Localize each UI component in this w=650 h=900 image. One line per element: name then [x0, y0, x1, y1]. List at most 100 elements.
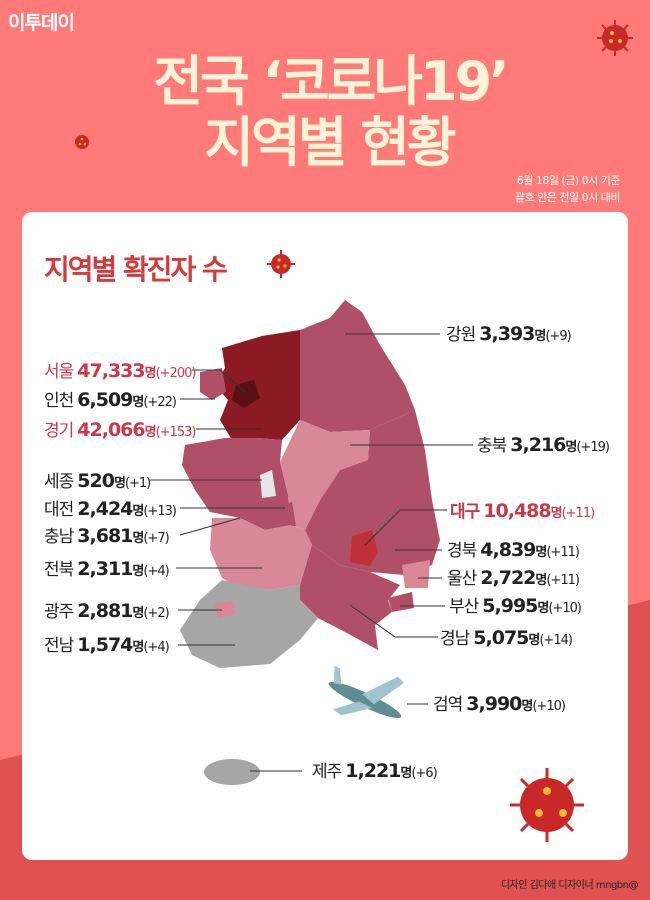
unit: 명	[537, 601, 549, 616]
region-name: 전남	[44, 636, 74, 656]
region-change: (+1)	[124, 476, 151, 491]
region-incheon	[200, 368, 226, 400]
region-gyeongnam	[300, 545, 400, 650]
region-chungbuk	[280, 420, 370, 530]
region-name: 검역	[433, 695, 463, 715]
region-name: 울산	[447, 569, 477, 589]
region-name: 인천	[44, 391, 74, 411]
unit: 명	[144, 366, 157, 381]
region-label-sejong: 세종 520명(+1)	[44, 470, 151, 495]
region-count: 2,722	[480, 567, 536, 589]
region-change: (+2)	[143, 606, 169, 621]
region-count: 520	[77, 470, 115, 492]
unit: 명	[132, 395, 144, 410]
virus-icon	[597, 20, 633, 56]
region-name: 서울	[44, 362, 74, 382]
region-label-chungnam: 충남 3,681명(+7)	[44, 525, 170, 550]
region-jeonbuk	[210, 518, 312, 590]
region-count: 3,216	[510, 434, 566, 456]
unit: 명	[400, 766, 412, 781]
leader-lines	[150, 333, 473, 772]
airplane-icon	[328, 665, 404, 719]
unit: 명	[535, 573, 547, 588]
unit: 명	[132, 504, 144, 519]
region-count: 47,333	[77, 360, 145, 382]
region-count: 4,839	[480, 539, 536, 561]
region-change: (+19)	[576, 440, 610, 455]
region-change: (+4)	[143, 640, 169, 655]
region-count: 3,681	[77, 525, 133, 547]
region-name: 경남	[440, 629, 470, 649]
region-count: 3,393	[479, 323, 535, 345]
region-change: (+13)	[143, 504, 177, 519]
region-name: 경기	[44, 421, 74, 441]
region-count: 2,881	[77, 600, 133, 622]
region-label-daejeon: 대전 2,424명(+13)	[44, 498, 177, 523]
region-ulsan	[402, 560, 430, 588]
region-label-chungbuk: 충북 3,216명(+19)	[477, 434, 610, 459]
region-count: 1,221	[345, 760, 401, 782]
region-change: (+153)	[155, 425, 197, 440]
region-name: 제주	[312, 762, 342, 782]
region-label-gyeongbuk: 경북 4,839명(+11)	[447, 539, 580, 564]
region-name: 강원	[446, 325, 476, 345]
card-title: 지역별 확진자 수	[44, 253, 228, 286]
region-change: (+11)	[546, 545, 580, 560]
region-jeonnam	[180, 580, 318, 668]
brand-logo: 이투데이	[8, 12, 75, 34]
unit: 명	[113, 476, 126, 491]
region-change: (+22)	[143, 395, 177, 410]
region-label-quarantine: 검역 3,990명(+10)	[433, 693, 566, 718]
region-change: (+6)	[411, 766, 437, 781]
region-name: 세종	[44, 472, 74, 492]
region-label-ulsan: 울산 2,722명(+11)	[447, 567, 580, 592]
unit: 명	[132, 606, 144, 621]
unit: 명	[132, 564, 144, 579]
unit: 명	[535, 545, 547, 560]
region-name: 충북	[477, 436, 507, 456]
region-label-jeonnam: 전남 1,574명(+4)	[44, 634, 170, 659]
region-count: 5,995	[482, 595, 538, 617]
region-gyeonggi	[215, 330, 300, 440]
region-change: (+14)	[539, 633, 573, 648]
region-label-busan: 부산 5,995명(+10)	[449, 595, 582, 620]
region-label-gwangju: 광주 2,881명(+2)	[44, 600, 170, 625]
region-name: 충남	[44, 527, 74, 547]
region-gwangju	[214, 600, 236, 618]
region-count: 6,509	[77, 389, 133, 411]
region-change: (+9)	[545, 329, 571, 344]
page-title: 전국 ‘코로나19’	[153, 50, 509, 113]
region-change: (+7)	[143, 531, 169, 546]
region-label-daegu: 대구 10,488명(+11)	[450, 500, 595, 525]
region-busan	[388, 592, 414, 612]
region-count: 3,990	[466, 693, 522, 715]
region-count: 10,488	[483, 500, 551, 522]
region-gyeongbuk	[305, 410, 440, 575]
region-label-jeju: 제주 1,221명(+6)	[312, 760, 438, 785]
region-name: 경북	[447, 541, 477, 561]
region-count: 2,424	[77, 498, 133, 520]
region-name: 전북	[44, 560, 74, 580]
unit: 명	[132, 640, 144, 655]
region-chungnam	[182, 438, 290, 530]
region-label-jeonbuk: 전북 2,311명(+4)	[44, 558, 170, 583]
region-name: 광주	[44, 602, 74, 622]
region-change: (+10)	[548, 601, 582, 616]
region-change: (+4)	[143, 564, 169, 579]
unit: 명	[534, 329, 546, 344]
virus-icon	[267, 250, 295, 278]
unit: 명	[132, 531, 144, 546]
virus-icon	[510, 768, 584, 842]
region-name: 대구	[450, 502, 480, 522]
unit: 명	[550, 506, 563, 521]
region-label-gangwon: 강원 3,393명(+9)	[446, 323, 572, 348]
unit: 명	[565, 440, 577, 455]
region-name: 부산	[449, 597, 479, 617]
page-subtitle: 지역별 현황	[204, 111, 456, 174]
unit: 명	[521, 699, 533, 714]
unit: 명	[144, 425, 157, 440]
credit: 디자인 김다애 디자이너 mngbn@	[500, 880, 639, 891]
region-count: 2,311	[77, 558, 133, 580]
region-change: (+10)	[532, 699, 566, 714]
